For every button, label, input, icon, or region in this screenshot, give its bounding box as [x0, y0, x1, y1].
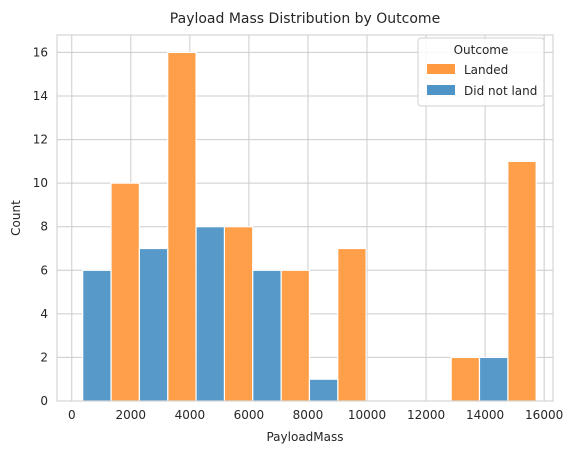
y-tick-label: 10	[33, 176, 48, 190]
bar-did-not-land	[479, 357, 507, 401]
bar-did-not-land	[309, 379, 337, 401]
bar-landed	[281, 270, 309, 401]
legend-title: Outcome	[454, 43, 509, 57]
legend-swatch-did-not-land	[427, 85, 455, 95]
x-tick-label: 10000	[348, 408, 386, 422]
legend: Outcome Landed Did not land	[418, 38, 544, 106]
bar-landed	[111, 183, 139, 401]
x-tick-label: 8000	[293, 408, 324, 422]
bar-landed	[338, 249, 366, 402]
y-tick-label: 8	[40, 220, 48, 234]
bar-landed	[168, 52, 196, 401]
y-tick-label: 16	[33, 45, 48, 59]
y-tick-label: 2	[40, 350, 48, 364]
x-tick-label: 16000	[525, 408, 563, 422]
x-tick-label: 14000	[466, 408, 504, 422]
y-tick-label: 14	[33, 89, 48, 103]
x-tick-labels: 0 2000 4000 6000 8000 10000 12000 14000 16000	[68, 408, 563, 422]
bar-did-not-land	[196, 227, 224, 401]
legend-swatch-landed	[427, 64, 455, 74]
bar-landed	[451, 357, 479, 401]
y-tick-label: 0	[40, 394, 48, 408]
x-tick-label: 12000	[407, 408, 445, 422]
bar-landed	[508, 161, 536, 401]
y-tick-label: 6	[40, 263, 48, 277]
legend-label-landed: Landed	[464, 63, 508, 77]
legend-label-did-not-land: Did not land	[464, 84, 537, 98]
x-axis-label: PayloadMass	[266, 430, 343, 444]
y-tick-label: 4	[40, 307, 48, 321]
bar-did-not-land	[139, 249, 167, 402]
x-tick-label: 4000	[175, 408, 206, 422]
bar-landed	[224, 227, 252, 401]
x-tick-label: 6000	[234, 408, 265, 422]
y-axis-label: Count	[9, 200, 23, 236]
y-tick-label: 12	[33, 133, 48, 147]
x-tick-label: 2000	[116, 408, 147, 422]
bar-did-not-land	[253, 270, 281, 401]
y-tick-labels: 0 2 4 6 8 10 12 14 16	[33, 45, 48, 408]
chart-title: Payload Mass Distribution by Outcome	[170, 11, 440, 27]
bar-did-not-land	[83, 270, 111, 401]
x-tick-label: 0	[68, 408, 76, 422]
